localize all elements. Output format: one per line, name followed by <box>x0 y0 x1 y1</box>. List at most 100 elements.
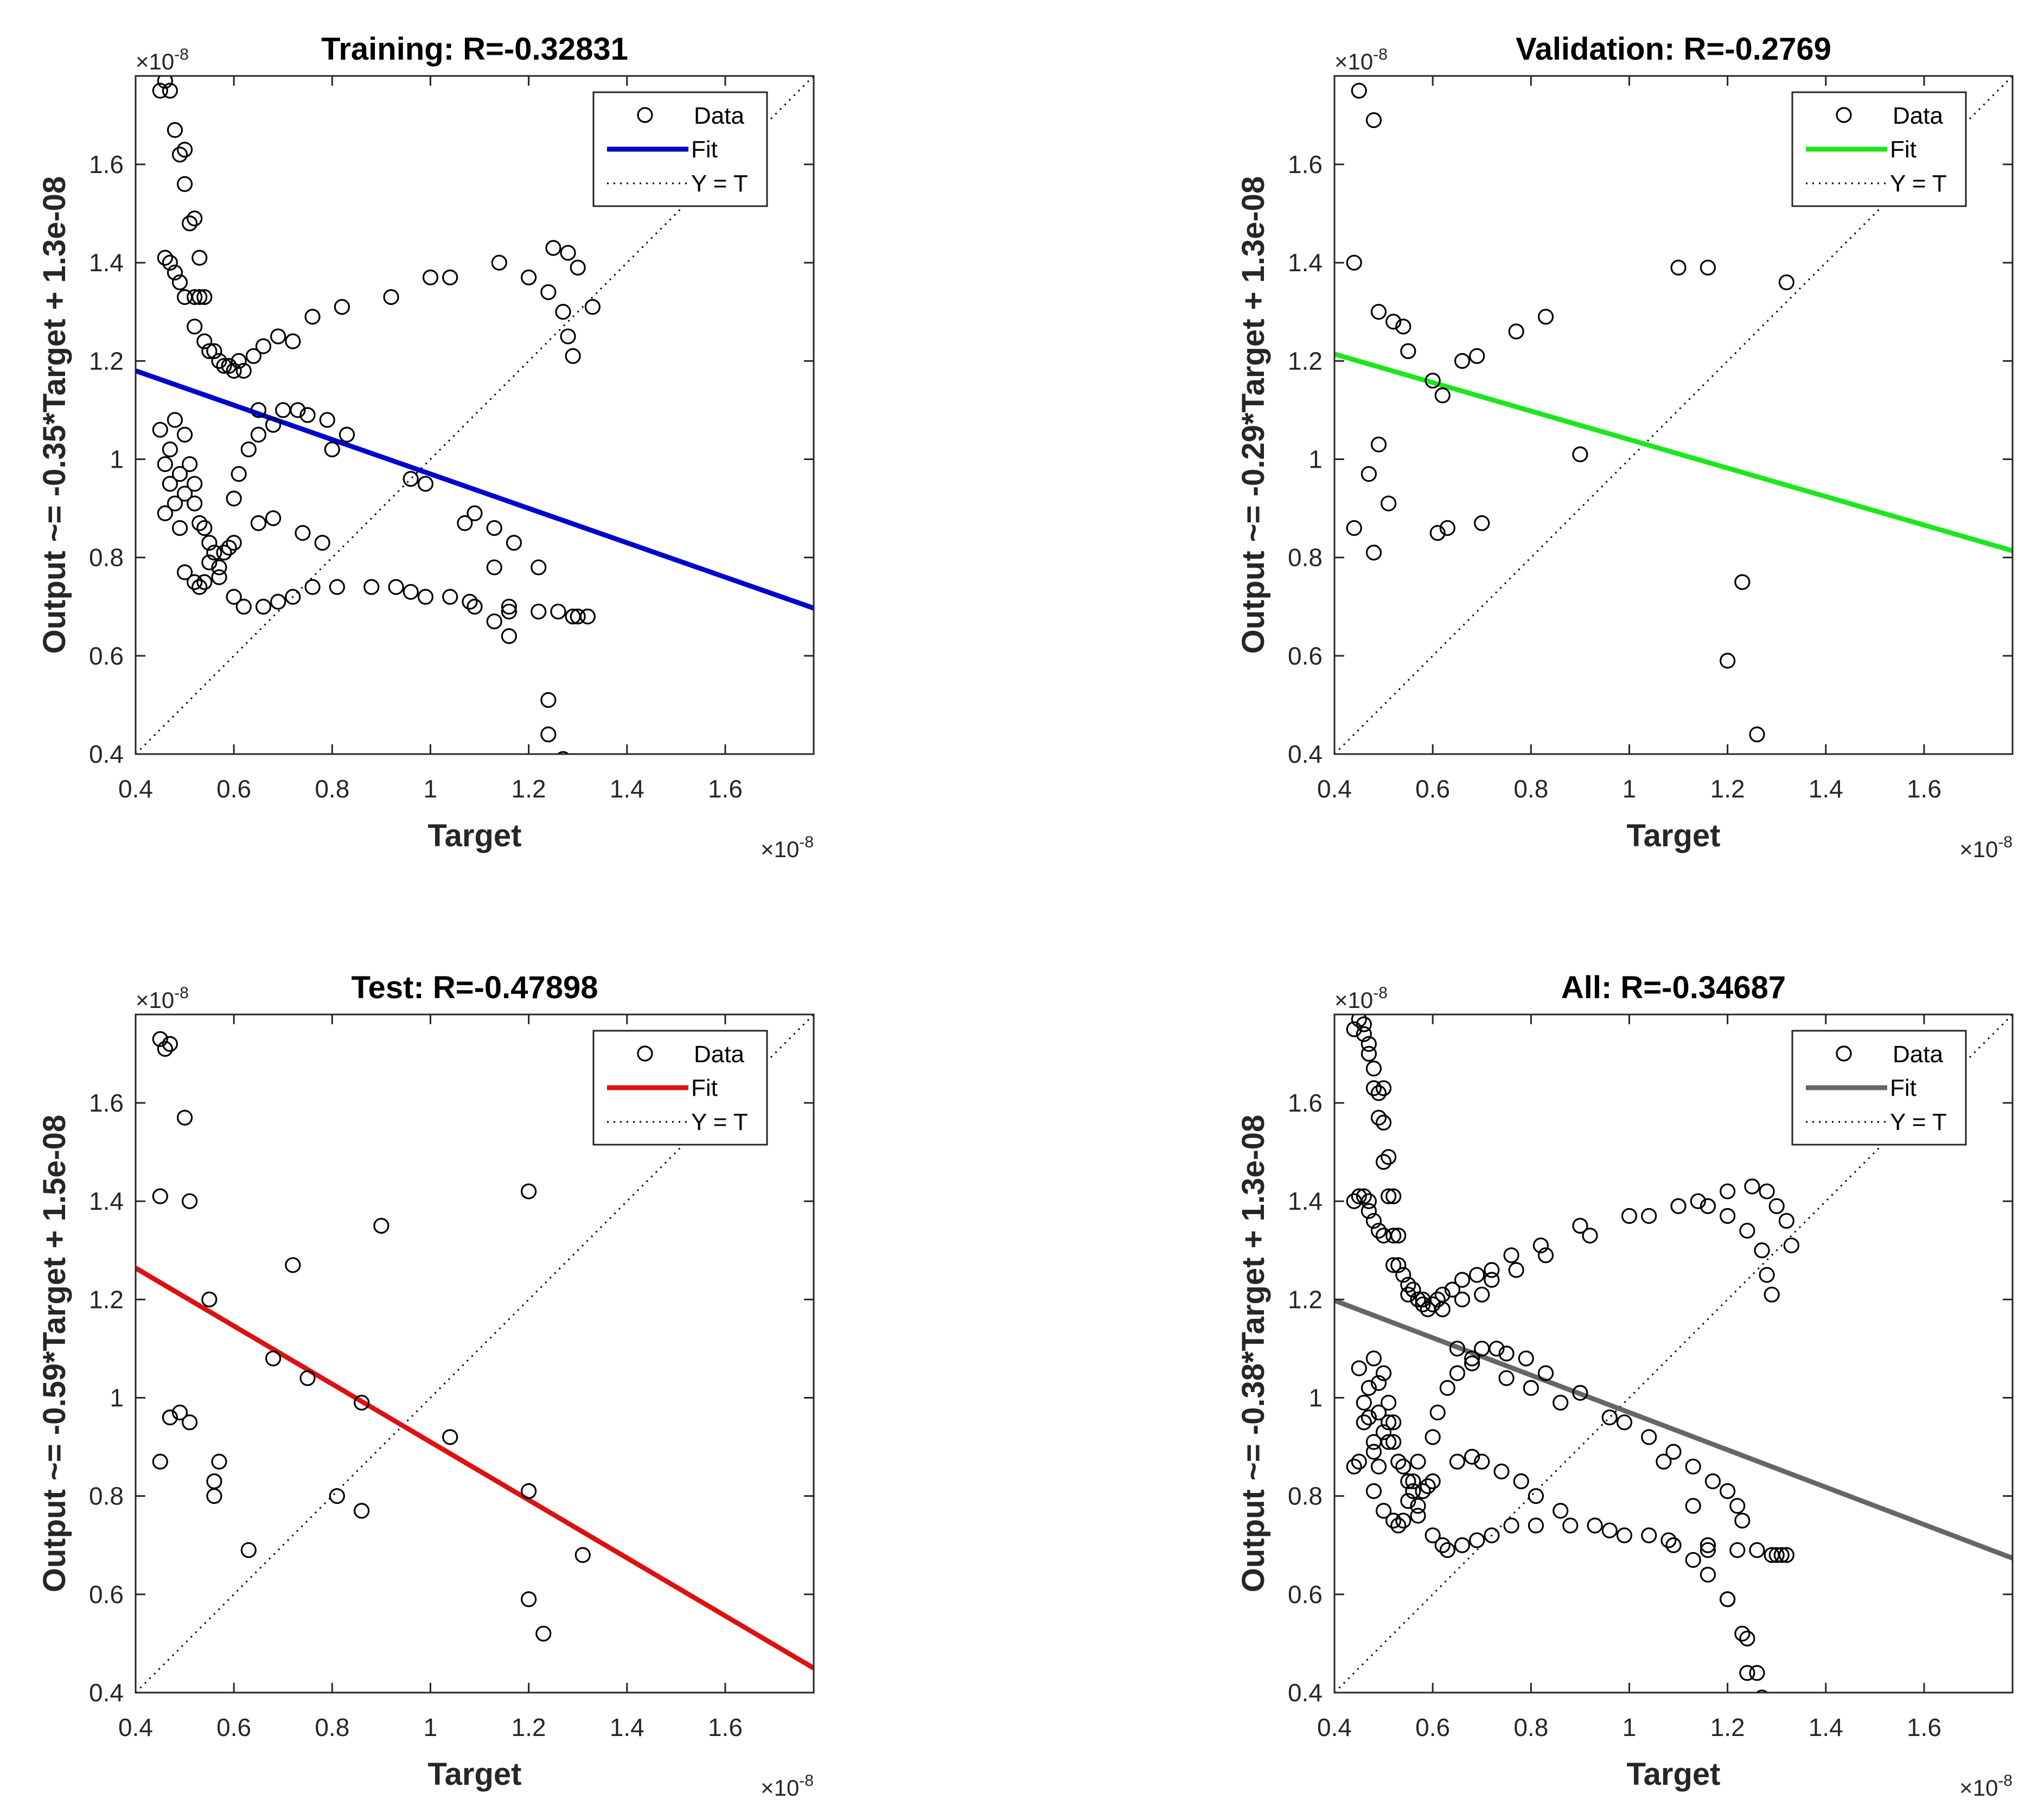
all-data-point <box>1464 1448 1480 1465</box>
all-data-point <box>1641 1208 1657 1224</box>
all-data-point <box>1513 1473 1529 1490</box>
training-data-point <box>152 422 168 438</box>
all-data-point <box>1562 1517 1579 1534</box>
training-data-point <box>501 598 518 615</box>
all-data-point <box>1768 1547 1785 1563</box>
training-data-point <box>565 348 581 364</box>
test-data-point <box>182 1193 198 1209</box>
all-legend: Data Fit Y = T <box>1791 1030 1967 1146</box>
all-data-point <box>1474 1453 1490 1470</box>
training-x-tick-label: 0.6 <box>216 775 251 803</box>
training-data-point <box>162 254 178 271</box>
validation-data-point <box>1434 387 1451 404</box>
all-data-point <box>1749 1665 1765 1681</box>
training-legend-data-label: Data <box>694 103 744 129</box>
test-y-exponent-label: ×10-8 <box>136 984 189 1013</box>
test-fit-line <box>136 1266 814 1670</box>
training-data-point <box>226 362 242 379</box>
training-data-point <box>250 515 267 531</box>
all-data-point <box>1449 1365 1466 1381</box>
training-y-tick-label: 1.6 <box>89 150 124 178</box>
all-data-point <box>1454 1272 1471 1288</box>
validation-data-point <box>1365 112 1382 129</box>
training-data-point <box>162 82 178 99</box>
all-data-point <box>1739 1222 1755 1239</box>
validation-data-point <box>1749 726 1765 743</box>
test-data-point <box>521 1483 537 1499</box>
all-data-point <box>1469 1267 1485 1283</box>
validation-data-point <box>1360 466 1377 482</box>
validation-data-point <box>1429 525 1446 541</box>
all-data-point <box>1778 1212 1794 1229</box>
training-data-point <box>486 520 502 536</box>
training-data-point <box>171 146 188 163</box>
all-data-point <box>1351 1453 1367 1470</box>
all-data-point <box>1405 1281 1421 1298</box>
all-y-tick-label: 1.6 <box>1288 1089 1323 1117</box>
test-data-point <box>354 1503 370 1519</box>
all-data-point <box>1385 1414 1402 1431</box>
training-data-point <box>314 534 330 551</box>
validation-y-tick-label: 1 <box>1308 445 1323 474</box>
training-data-point <box>191 250 208 266</box>
all-data-point <box>1704 1473 1721 1490</box>
training-data-point <box>176 176 193 192</box>
training-y-tick-label: 1.4 <box>89 248 124 277</box>
test-data-point <box>240 1542 257 1558</box>
training-data-point <box>442 269 458 285</box>
validation-x-axis-label: Target <box>1627 818 1721 853</box>
all-axes-box <box>1333 1013 2014 1694</box>
all-data-point <box>1395 1458 1411 1475</box>
validation-data-point <box>1778 274 1794 291</box>
all-data-point <box>1385 1512 1402 1529</box>
validation-legend: Data Fit Y = T <box>1791 91 1967 207</box>
all-data-point <box>1429 1291 1446 1307</box>
training-data-point <box>584 299 601 315</box>
training-data-point <box>324 441 340 458</box>
all-data-point <box>1385 1434 1402 1450</box>
test-data-point <box>285 1257 301 1273</box>
training-data-point <box>486 559 502 576</box>
validation-x-tick-label: 1.6 <box>1907 775 1941 803</box>
training-data-point <box>550 603 566 620</box>
training-data-point <box>555 304 571 320</box>
all-data-point <box>1375 1424 1392 1440</box>
all-data-point <box>1370 1458 1387 1475</box>
training-data-point <box>182 456 198 473</box>
all-y-tick-label: 0.6 <box>1288 1580 1323 1609</box>
test-data-point <box>211 1453 227 1470</box>
all-data-point <box>1700 1542 1716 1558</box>
all-data-point <box>1754 1242 1770 1259</box>
all-data-point <box>1572 1384 1588 1401</box>
training-data-point <box>201 534 218 551</box>
all-data-point <box>1759 1267 1775 1283</box>
training-data-point <box>226 589 242 605</box>
training-data-point <box>176 426 193 443</box>
test-plot-content <box>136 1014 814 1693</box>
all-data-point <box>1553 1394 1569 1411</box>
all-data-point <box>1537 1247 1554 1263</box>
training-y-tick-label: 0.4 <box>89 740 124 768</box>
training-data-point <box>235 598 252 615</box>
training-data-point <box>187 318 203 335</box>
all-data-point <box>1425 1296 1441 1313</box>
all-data-point <box>1429 1405 1446 1421</box>
training-data-point <box>157 505 173 521</box>
all-data-point <box>1720 1208 1736 1224</box>
training-y-tick-label: 1 <box>110 445 124 474</box>
validation-data-point <box>1400 343 1416 359</box>
all-data-point <box>1356 1188 1372 1204</box>
all-data-point <box>1720 1483 1736 1499</box>
training-data-point <box>171 520 188 536</box>
all-y-tick-label: 0.4 <box>1288 1678 1323 1707</box>
validation-data-point <box>1537 309 1554 325</box>
training-data-point <box>216 545 232 561</box>
validation-title: Validation: R=-0.2769 <box>1516 31 1831 67</box>
training-data-point <box>231 353 247 369</box>
all-data-point <box>1390 1453 1407 1470</box>
all-data-point <box>1381 1188 1397 1204</box>
test-x-axis-label: Target <box>428 1757 522 1792</box>
all-data-point <box>1356 1026 1372 1042</box>
all-y-tick-label: 0.8 <box>1288 1482 1323 1510</box>
all-plot-content <box>1334 1014 2013 1693</box>
